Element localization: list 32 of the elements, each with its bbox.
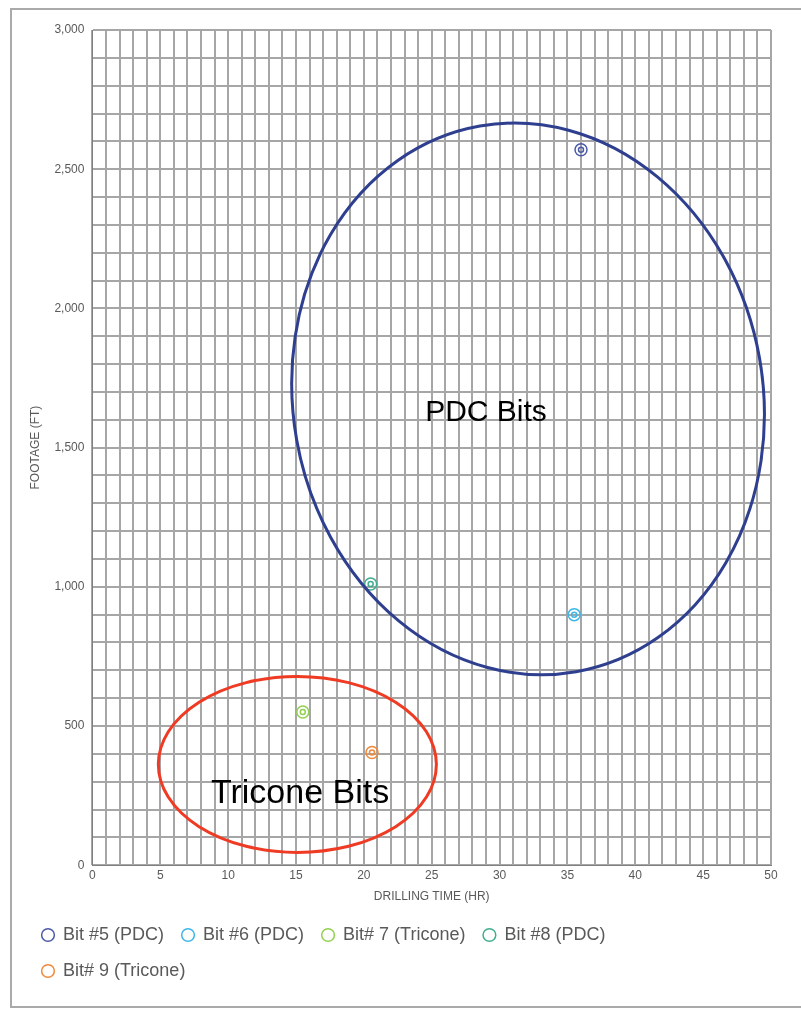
x-tick-label: 25	[425, 867, 439, 882]
legend-label: Bit #5 (PDC)	[63, 923, 165, 944]
x-tick-label: 45	[696, 867, 711, 882]
legend-label: Bit #8 (PDC)	[504, 923, 606, 944]
y-tick-label: 1,500	[54, 439, 85, 454]
annotation: Tricone Bits	[210, 771, 390, 811]
y-tick-label: 2,000	[54, 300, 85, 315]
x-tick-label: 20	[357, 867, 371, 882]
y-tick-label: 0	[77, 857, 85, 872]
y-tick-label: 2,500	[54, 161, 85, 176]
point	[296, 705, 310, 719]
legend-label: Bit #6 (PDC)	[203, 923, 305, 944]
x-tick-label: 40	[628, 867, 643, 882]
x-tick-label: 0	[89, 867, 97, 882]
point	[567, 607, 581, 622]
legend-label: Bit# 9 (Tricone)	[63, 959, 186, 980]
y-tick-label: 1,000	[54, 579, 85, 594]
legend-label: Bit# 7 (Tricone)	[343, 923, 466, 944]
x-tick-label: 15	[289, 867, 303, 882]
x-tick-label: 5	[156, 867, 164, 882]
y-tick-label: 3,000	[54, 22, 85, 37]
x-tick-label: 30	[492, 867, 507, 882]
x-axis-title: DRILLING TIME (HR)	[373, 889, 490, 904]
point	[363, 577, 378, 591]
y-axis-title: FOOTAGE (FT)	[27, 405, 42, 490]
annotation: PDC Bits	[425, 394, 547, 429]
x-tick-label: 10	[221, 867, 236, 882]
x-tick-label: 50	[764, 867, 778, 882]
point	[574, 142, 588, 157]
y-tick-label: 500	[64, 718, 85, 733]
point	[365, 745, 379, 760]
x-tick-label: 35	[560, 867, 575, 882]
